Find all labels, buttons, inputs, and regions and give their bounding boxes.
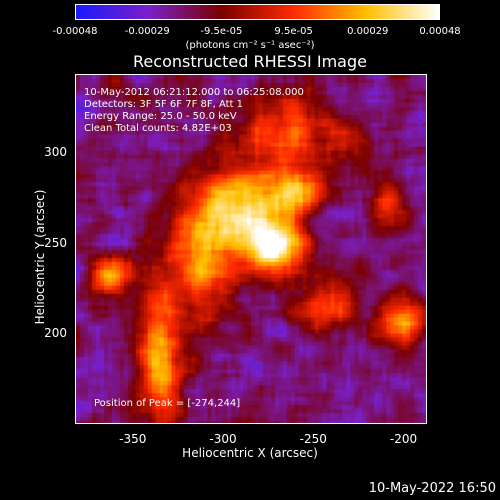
x-tick-label: -200 (389, 432, 418, 446)
heatmap-image (76, 75, 426, 423)
chart-title: Reconstructed RHESSI Image (133, 52, 367, 71)
x-tick-label: -300 (209, 432, 237, 446)
y-tick-label: 250 (44, 235, 67, 250)
x-tick-label: -250 (299, 432, 327, 446)
colorbar (75, 4, 440, 20)
annotation-detectors: Detectors: 3F 5F 6F 7F 8F, Att 1 (84, 99, 244, 110)
colorbar-tick-label: 0.00048 (419, 26, 461, 37)
colorbar-tick-label: 9.5e-05 (274, 26, 313, 37)
annotation-time-range: 10-May-2012 06:21:12.000 to 06:25:08.000 (84, 87, 304, 98)
colorbar-tick-label: -9.5e-05 (200, 26, 243, 37)
annotation-peak-position: Position of Peak = [-274,244] (94, 398, 241, 409)
colorbar-unit: (photons cm⁻² s⁻¹ asec⁻²) (185, 40, 315, 51)
y-tick-label: 300 (44, 144, 67, 159)
annotation-energy-range: Energy Range: 25.0 - 50.0 keV (84, 111, 237, 122)
plot-area: 10-May-2012 06:21:12.000 to 06:25:08.000… (75, 74, 427, 424)
colorbar-tick-label: -0.00048 (52, 26, 98, 37)
colorbar-tick-label: -0.00029 (124, 26, 170, 37)
y-tick-label: 200 (44, 326, 67, 341)
annotation-total-counts: Clean Total counts: 4.82E+03 (84, 123, 232, 134)
colorbar-tick-label: 0.00029 (347, 26, 389, 37)
colorbar-ticks: -0.00048 -0.00029 -9.5e-05 9.5e-05 0.00029 0.… (0, 26, 500, 38)
y-axis-label: Heliocentric Y (arcsec) (33, 189, 47, 325)
timestamp-footer: 10-May-2022 16:50 (368, 481, 496, 496)
x-axis-label: Heliocentric X (arcsec) (182, 446, 318, 460)
x-tick-label: -350 (119, 432, 147, 446)
